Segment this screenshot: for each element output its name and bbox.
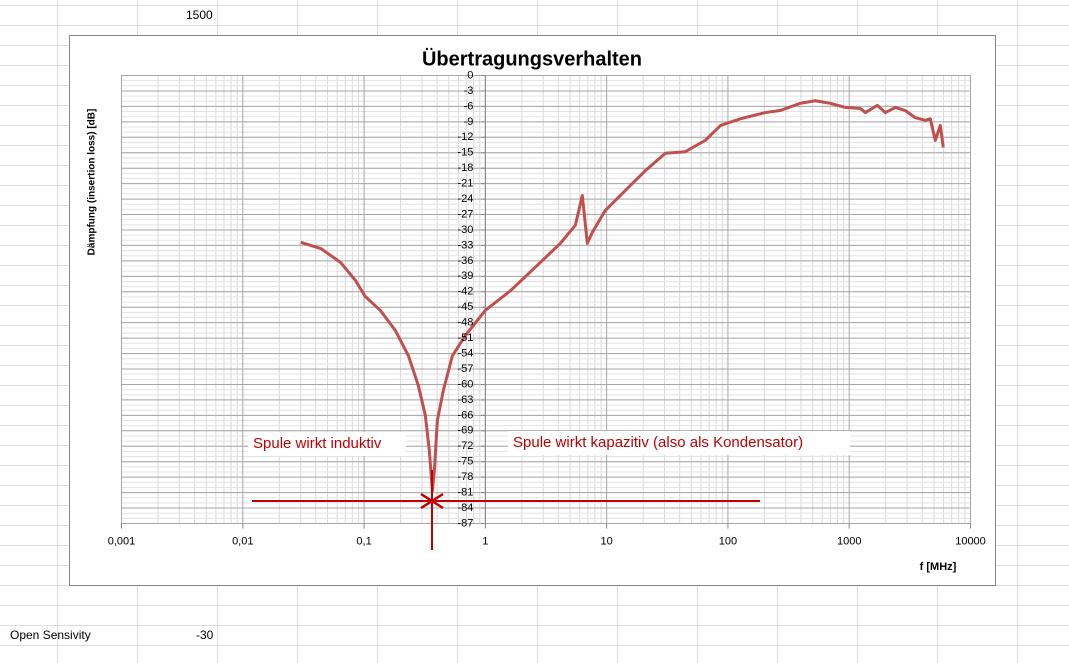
x-axis-title: f [MHz]: [920, 561, 957, 573]
y-tick-label: -36: [457, 255, 473, 267]
annotation: Spule wirkt induktiv: [253, 435, 382, 452]
y-tick-label: -45: [457, 301, 473, 313]
y-axis-title: Dämpfung (insertion loss) [dB]: [87, 109, 98, 256]
y-tick-label: -72: [457, 440, 473, 452]
x-tick-label: 1000: [837, 535, 861, 547]
annotation-box: [248, 432, 406, 456]
x-tick-label: 0,01: [232, 535, 253, 547]
y-tick-label: -18: [457, 162, 473, 174]
y-tick-label: -78: [457, 471, 473, 483]
y-tick-label: -66: [457, 409, 473, 421]
x-tick-label: 10: [601, 535, 613, 547]
y-tick-label: -21: [457, 178, 473, 190]
cell: 1500: [186, 8, 213, 22]
y-tick-label: -24: [457, 193, 473, 205]
y-tick-label: -48: [457, 317, 473, 329]
y-tick-label: -60: [457, 378, 473, 390]
y-tick-label: -6: [464, 100, 474, 112]
chart-title: Übertragungsverhalten: [422, 47, 642, 70]
y-tick-label: -51: [457, 332, 473, 344]
y-tick-label: -39: [457, 270, 473, 282]
y-tick-label: -30: [457, 224, 473, 236]
y-tick-label: -54: [457, 347, 473, 359]
annotation: Spule wirkt kapazitiv (also als Kondensa…: [513, 434, 803, 451]
marker-cross: [420, 492, 444, 510]
cell: Open Sensivity: [10, 628, 91, 642]
y-tick-label: -15: [457, 147, 473, 159]
x-tick-label: 0,001: [108, 535, 136, 547]
y-tick-label: -33: [457, 239, 473, 251]
y-tick-label: -12: [457, 131, 473, 143]
x-tick-label: 10000: [955, 535, 986, 547]
y-tick-label: -57: [457, 363, 473, 375]
line-series: [300, 99, 945, 493]
y-tick-label: -27: [457, 208, 473, 220]
x-tick-label: 100: [719, 535, 737, 547]
y-tick-label: -42: [457, 286, 473, 298]
y-tick-label: 0: [467, 69, 473, 81]
annotation-box: [508, 431, 850, 455]
y-tick-label: -3: [464, 85, 474, 97]
y-tick-label: -69: [457, 425, 473, 437]
x-tick-label: 1: [482, 535, 488, 547]
y-tick-label: -63: [457, 394, 473, 406]
x-tick-label: 0,1: [356, 535, 371, 547]
y-tick-label: -9: [464, 116, 474, 128]
y-tick-label: -87: [457, 517, 473, 529]
y-tick-label: -75: [457, 456, 473, 468]
y-tick-label: -81: [457, 487, 473, 499]
cell: -30: [196, 628, 214, 642]
y-tick-label: -84: [457, 502, 473, 514]
